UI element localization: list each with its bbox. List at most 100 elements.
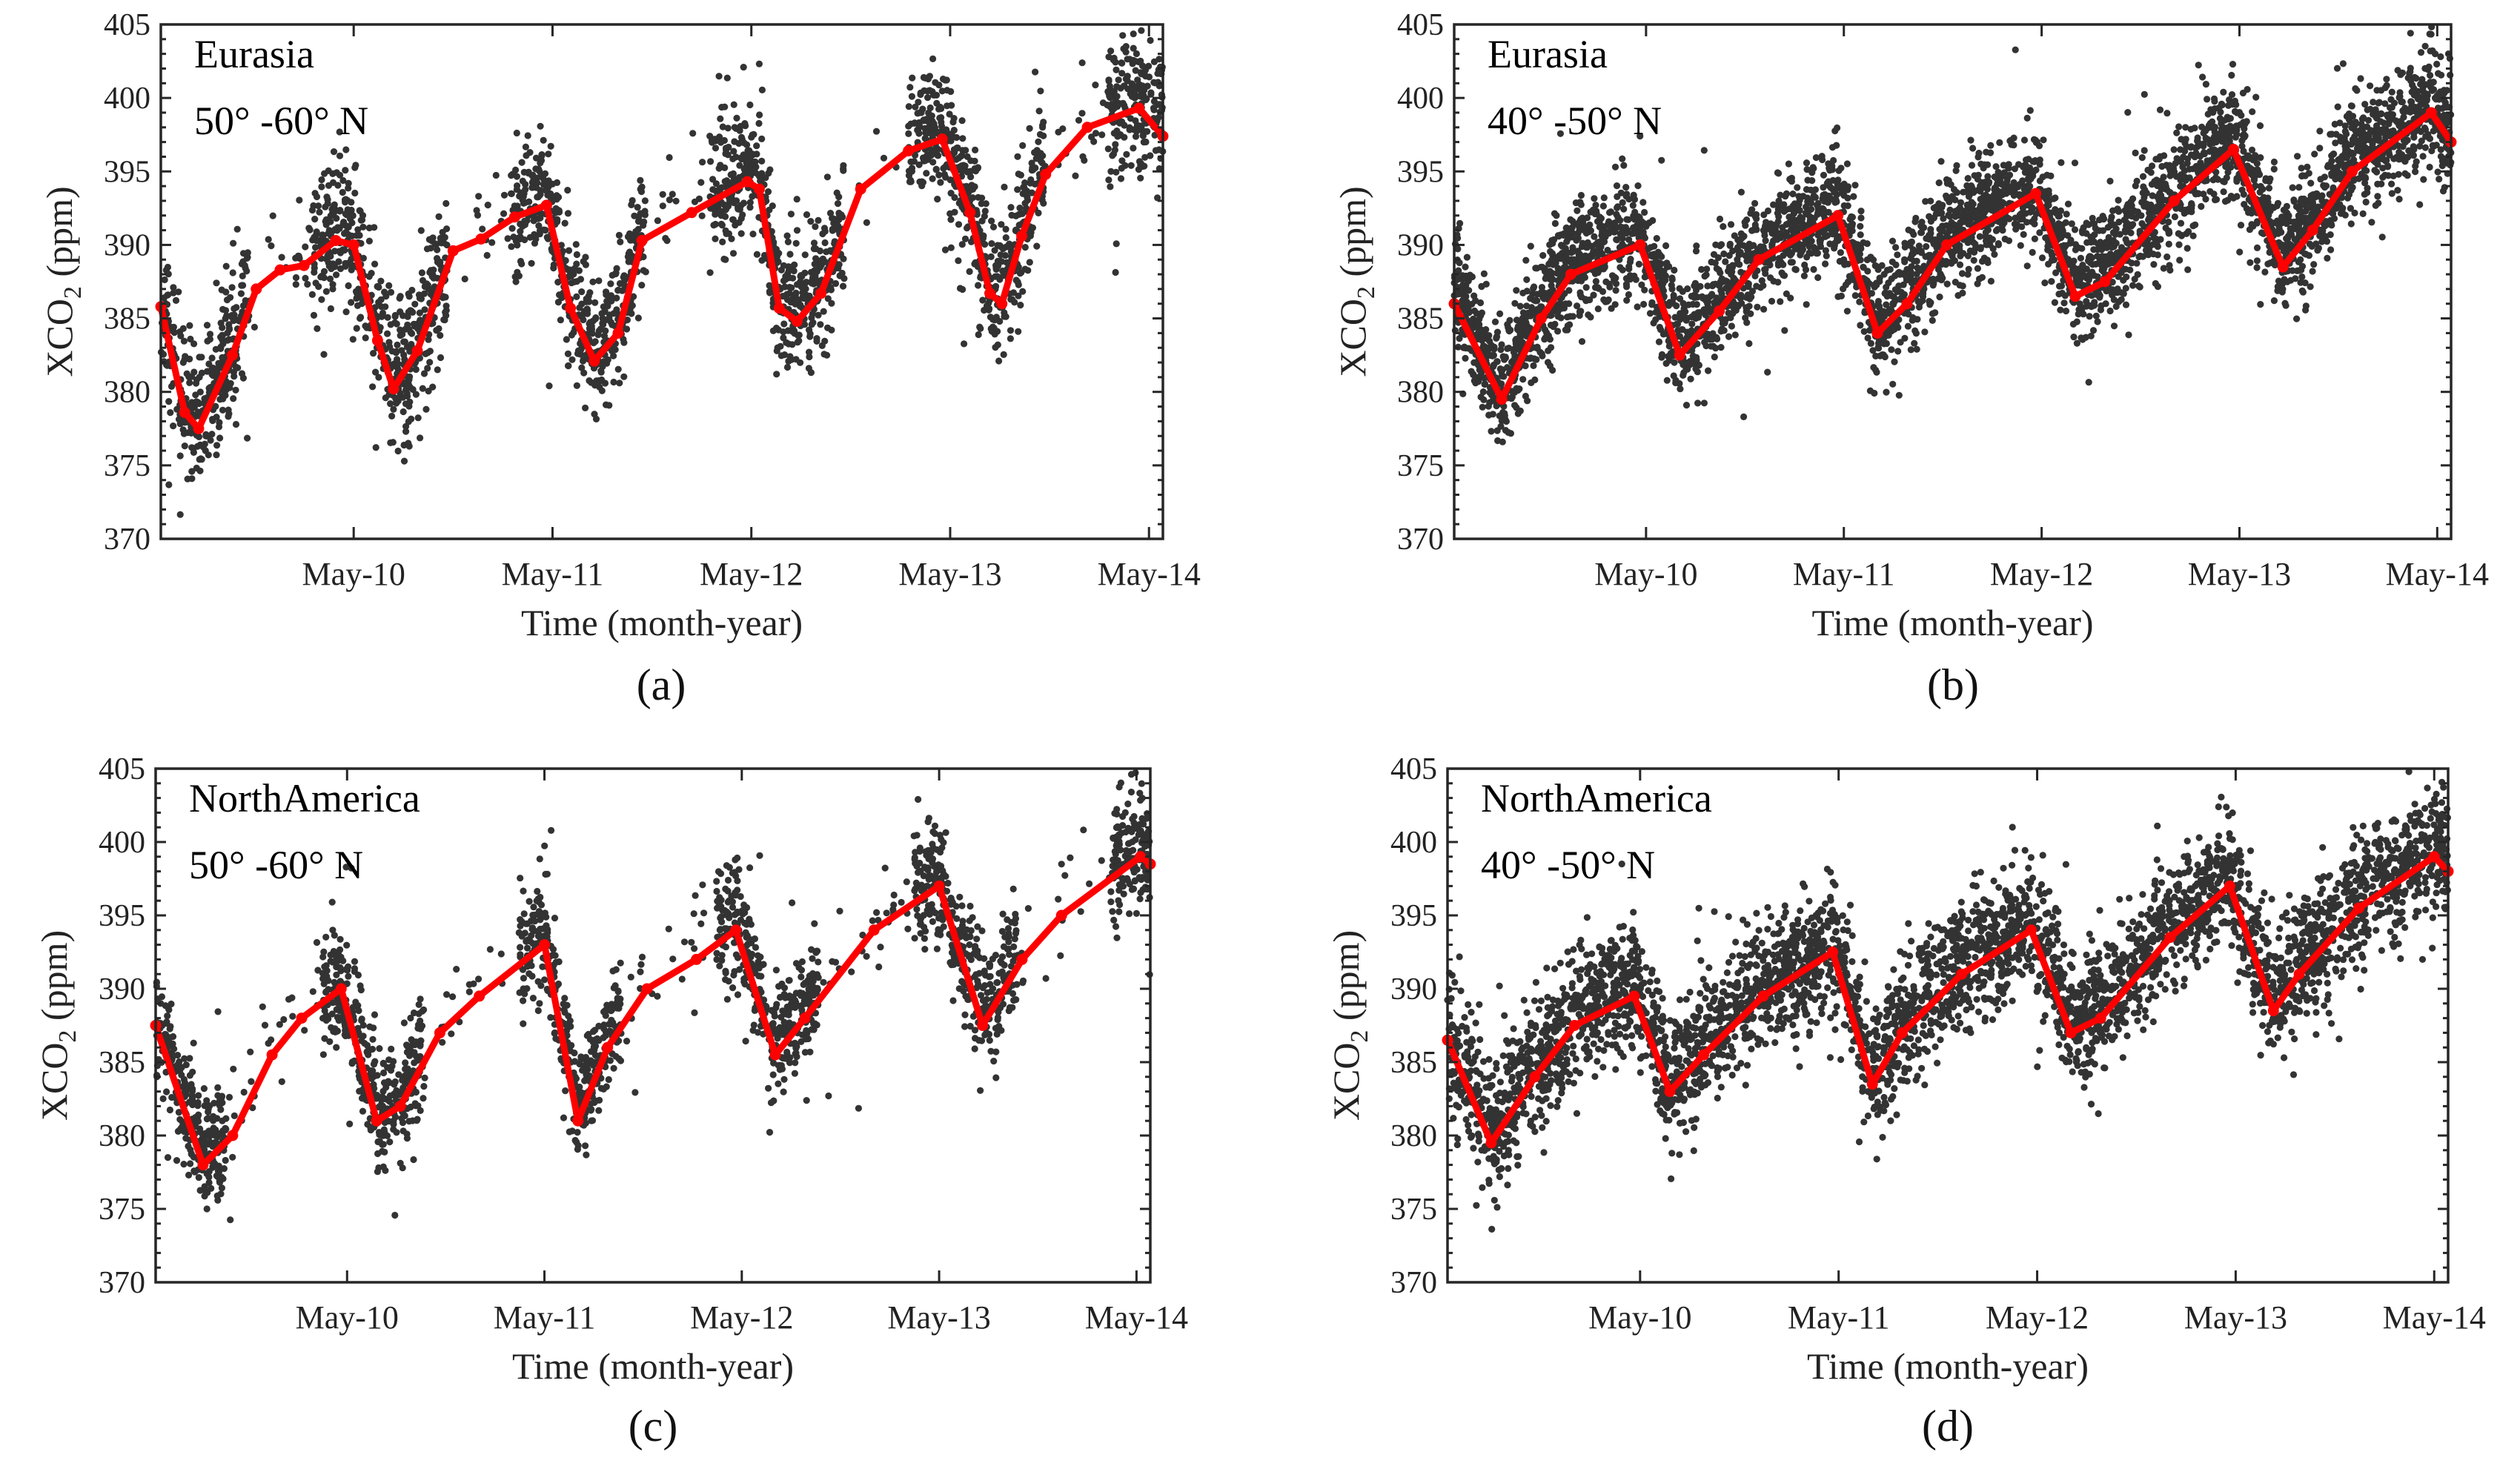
scatter-point [666, 153, 673, 162]
scatter-point [600, 332, 609, 339]
y-tick-label: 370 [104, 523, 150, 557]
scatter-point [195, 433, 203, 441]
scatter-point [2112, 302, 2120, 311]
scatter-point [372, 444, 379, 451]
scatter-point [803, 211, 811, 219]
scatter-point [915, 161, 923, 168]
scatter-point [799, 293, 807, 300]
scatter-point [1820, 171, 1828, 179]
scatter-point [265, 236, 272, 243]
scatter-point [1522, 256, 1530, 264]
scatter-point [393, 348, 400, 355]
scatter-point [780, 262, 787, 269]
scatter-point [1007, 327, 1015, 334]
scatter-point [987, 314, 994, 321]
scatter-point [229, 269, 236, 276]
trend-point [686, 207, 697, 219]
scatter-point [1620, 205, 1628, 213]
scatter-point [810, 239, 818, 247]
scatter-point [2265, 185, 2273, 192]
scatter-point [203, 432, 210, 440]
scatter-point [562, 256, 569, 265]
scatter-point [302, 243, 309, 251]
scatter-point [641, 197, 649, 205]
scatter-point [2086, 313, 2093, 320]
scatter-point [1585, 311, 1592, 319]
scatter-point [2202, 81, 2209, 88]
scatter-point [1113, 127, 1121, 135]
trend-point [1081, 122, 1093, 133]
scatter-point [746, 204, 754, 211]
scatter-point [416, 319, 423, 326]
y-tick-label: 400 [104, 82, 150, 116]
scatter-point [209, 417, 216, 425]
trend-point [475, 233, 487, 245]
scatter-point [172, 296, 180, 304]
scatter-point [2426, 163, 2433, 171]
trend-point [193, 422, 205, 434]
scatter-point [2011, 165, 2018, 173]
scatter-point [387, 400, 394, 408]
scatter-point [780, 328, 787, 336]
scatter-point [336, 248, 343, 255]
scatter-point [408, 308, 415, 315]
scatter-point [1000, 351, 1007, 358]
scatter-point [554, 279, 562, 286]
scatter-point [538, 152, 546, 159]
scatter-point [1619, 155, 1626, 162]
scatter-point [2085, 379, 2092, 386]
scatter-point [634, 314, 643, 322]
scatter-point [920, 73, 927, 82]
scatter-point [565, 247, 573, 254]
scatter-point [821, 239, 829, 247]
scatter-point [190, 448, 197, 457]
scatter-point [774, 344, 781, 351]
scatter-point [1863, 256, 1871, 264]
scatter-point [2351, 209, 2358, 216]
scatter-point [1007, 335, 1014, 342]
trend-point [996, 298, 1008, 310]
scatter-point [1032, 155, 1040, 162]
scatter-point [720, 201, 729, 208]
scatter-point [1019, 288, 1027, 295]
scatter-point [311, 216, 319, 223]
scatter-point [2198, 202, 2205, 211]
scatter-point [789, 328, 796, 335]
scatter-point [595, 377, 603, 385]
scatter-point [1002, 234, 1009, 242]
scatter-point [1098, 131, 1106, 139]
scatter-point [268, 242, 275, 250]
scatter-point [597, 367, 605, 374]
scatter-point [722, 256, 729, 263]
scatter-point [188, 468, 196, 475]
scatter-point [219, 354, 226, 361]
scatter-point [387, 439, 394, 447]
scatter-point [312, 244, 319, 251]
scatter-point [595, 277, 603, 285]
scatter-point [426, 359, 434, 366]
scatter-point [1072, 172, 1079, 179]
scatter-point [926, 73, 933, 80]
scatter-point [492, 171, 500, 179]
scatter-point [785, 340, 792, 348]
scatter-point [228, 284, 236, 291]
scatter-point [826, 210, 835, 217]
scatter-point [561, 219, 568, 227]
scatter-point [723, 74, 731, 82]
scatter-point [1138, 70, 1145, 78]
scatter-point [1135, 166, 1142, 173]
scatter-point [834, 200, 842, 208]
scatter-point [1155, 113, 1162, 122]
scatter-point [424, 282, 431, 289]
scatter-point [1720, 223, 1727, 231]
scatter-point [574, 347, 583, 354]
scatter-point [672, 197, 680, 205]
scatter-point [1115, 76, 1122, 84]
scatter-point [1892, 244, 1900, 251]
scatter-point [1150, 58, 1158, 65]
scatter-point [2231, 107, 2239, 115]
scatter-point [342, 308, 350, 316]
scatter-point [225, 410, 233, 417]
scatter-point [437, 354, 445, 362]
scatter-point [219, 305, 227, 313]
